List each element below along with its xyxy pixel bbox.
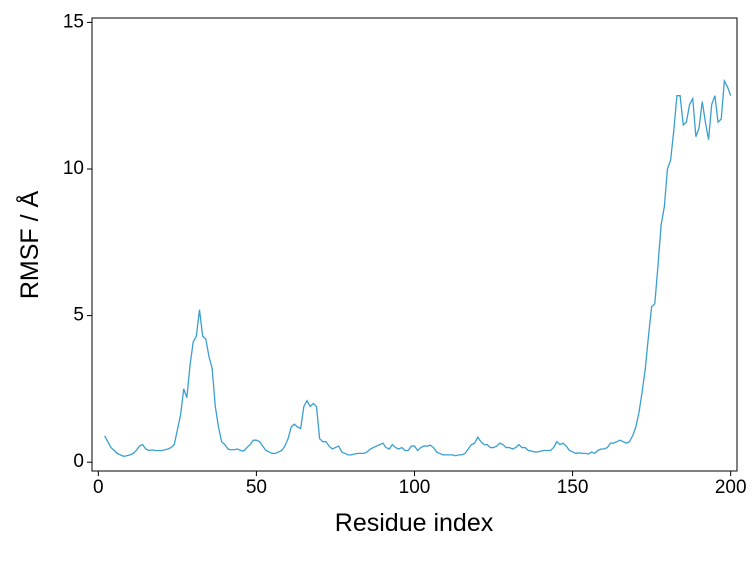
x-tick-label: 150 xyxy=(557,477,589,498)
x-tick-label: 200 xyxy=(715,477,747,498)
x-axis-label: Residue index xyxy=(335,509,494,537)
y-tick-label: 5 xyxy=(73,305,84,326)
y-tick-label: 0 xyxy=(73,451,84,472)
x-tick-label: 100 xyxy=(399,477,431,498)
y-axis-label: RMSF / Å xyxy=(14,191,44,300)
y-tick-label: 15 xyxy=(63,11,84,32)
rmsf-line xyxy=(104,78,732,458)
x-tick-label: 0 xyxy=(93,477,104,498)
x-tick-label: 50 xyxy=(246,477,267,498)
y-tick-label: 10 xyxy=(63,158,84,179)
